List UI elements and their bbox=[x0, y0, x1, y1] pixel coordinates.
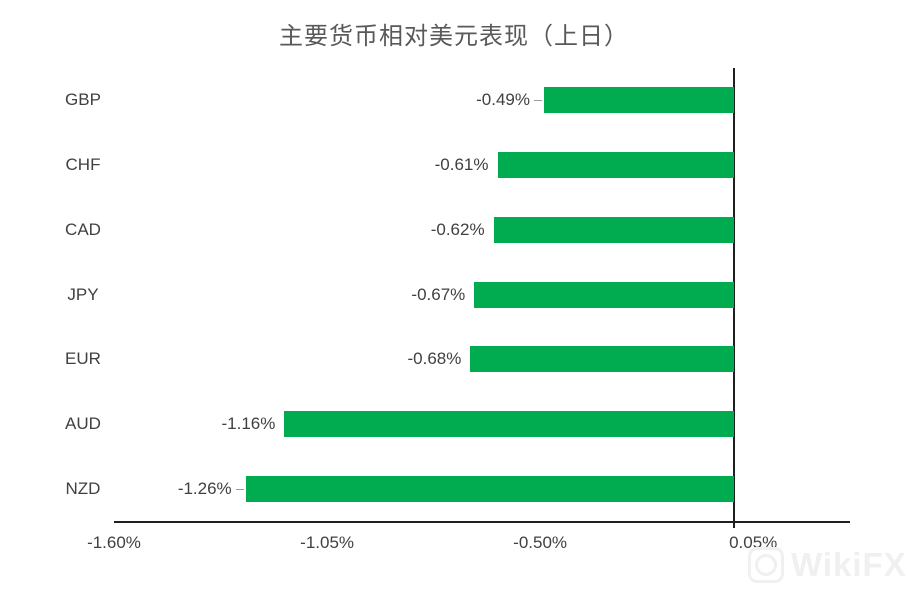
category-label-eur: EUR bbox=[65, 349, 101, 369]
category-label-gbp: GBP bbox=[65, 90, 101, 110]
category-label-cad: CAD bbox=[65, 219, 101, 239]
value-axis-line bbox=[114, 521, 850, 523]
value-label-cad: -0.62% bbox=[430, 219, 485, 239]
wikifx-logo-circle bbox=[755, 554, 777, 576]
value-label-nzd: -1.26% bbox=[177, 478, 232, 498]
bar-cad bbox=[493, 216, 734, 243]
x-tick-label-3: 0.05% bbox=[729, 533, 778, 552]
leader-line-nzd bbox=[235, 488, 244, 490]
bar-gbp bbox=[544, 87, 734, 114]
category-label-nzd: NZD bbox=[65, 478, 101, 498]
x-tick-label-2: -0.50% bbox=[513, 533, 568, 552]
value-label-jpy: -0.67% bbox=[411, 284, 466, 304]
bar-chf bbox=[497, 152, 734, 179]
value-label-gbp: -0.49% bbox=[476, 90, 530, 110]
bar-eur bbox=[470, 346, 734, 373]
value-label-eur: -0.68% bbox=[407, 349, 462, 369]
bar-jpy bbox=[474, 281, 734, 308]
category-label-aud: AUD bbox=[65, 413, 101, 433]
value-label-chf: -0.61% bbox=[434, 155, 489, 175]
bar-nzd bbox=[245, 475, 734, 502]
zero-axis-line bbox=[732, 68, 735, 528]
watermark-text: WikiFX bbox=[791, 546, 907, 583]
bar-aud bbox=[284, 410, 734, 437]
category-label-jpy: JPY bbox=[67, 284, 99, 304]
value-label-aud: -1.16% bbox=[221, 413, 276, 433]
x-tick-label-1: -1.05% bbox=[300, 533, 355, 552]
category-label-chf: CHF bbox=[65, 155, 101, 175]
chart-title: 主要货币相对美元表现（上日） bbox=[279, 23, 629, 50]
x-tick-label-0: -1.60% bbox=[87, 533, 141, 552]
leader-line-gbp bbox=[534, 100, 542, 102]
